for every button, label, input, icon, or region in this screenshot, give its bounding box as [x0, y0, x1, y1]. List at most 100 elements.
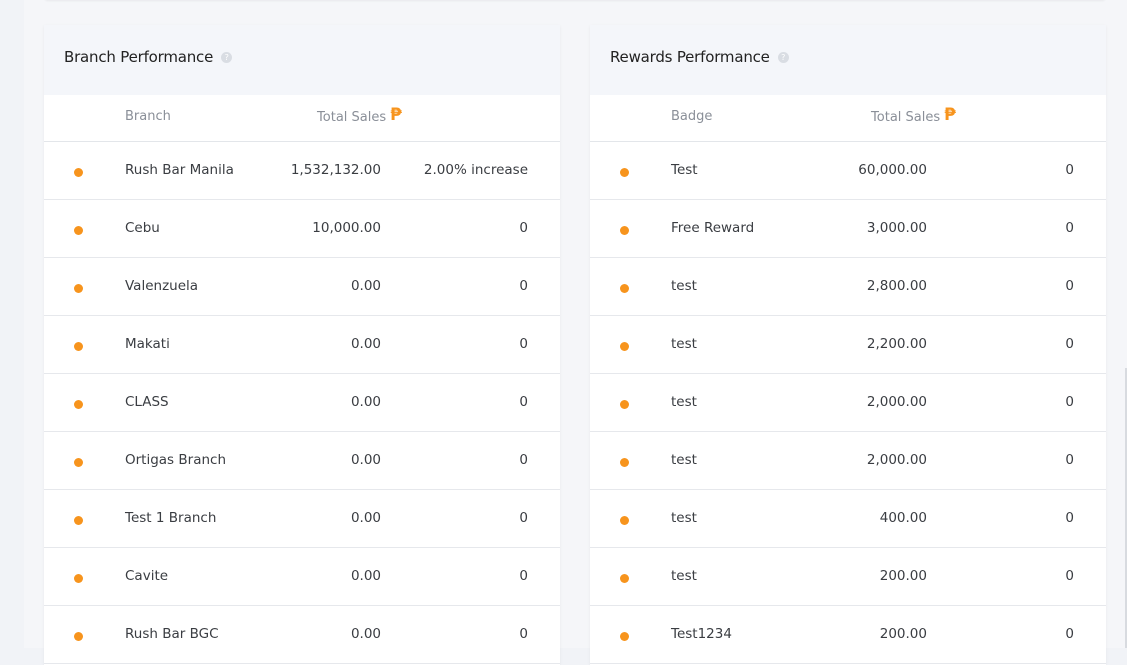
- row-name: Valenzuela: [125, 278, 199, 294]
- branch-performance-panel: Branch Performance? Branch Total Sales ₱ …: [44, 25, 560, 665]
- row-total-sales: 1,532,132.00: [290, 162, 381, 178]
- table-row[interactable]: test 2,000.00 0: [590, 432, 1106, 490]
- table-row[interactable]: Rush Bar BGC 0.00 0: [44, 606, 560, 664]
- row-change: 0: [1065, 452, 1074, 468]
- table-row[interactable]: CLASS 0.00 0: [44, 374, 560, 432]
- table-row[interactable]: test 2,000.00 0: [590, 374, 1106, 432]
- peso-icon: ₱: [390, 105, 402, 125]
- row-change: 2.00% increase: [423, 162, 528, 178]
- row-name: Rush Bar BGC: [125, 626, 219, 642]
- row-name: Cebu: [125, 220, 160, 236]
- status-dot-icon: [74, 632, 83, 641]
- status-dot-icon: [74, 516, 83, 525]
- row-name: Makati: [125, 336, 170, 352]
- row-total-sales: 2,000.00: [866, 394, 927, 410]
- status-dot-icon: [74, 168, 83, 177]
- row-total-sales: 400.00: [879, 510, 927, 526]
- column-header-total-sales-label: Total Sales: [871, 110, 941, 125]
- row-name: Test1234: [671, 626, 732, 642]
- table-row[interactable]: Rush Bar Manila 1,532,132.00 2.00% increas…: [44, 142, 560, 200]
- table-row[interactable]: Test 60,000.00 0: [590, 142, 1106, 200]
- row-name: test: [671, 394, 697, 410]
- row-total-sales: 0.00: [350, 278, 381, 294]
- status-dot-icon: [74, 226, 83, 235]
- column-header-total-sales[interactable]: Total Sales ₱: [871, 107, 956, 126]
- status-dot-icon: [620, 284, 629, 293]
- scrollbar-track[interactable]: [1125, 368, 1127, 648]
- row-name: Cavite: [125, 568, 169, 584]
- panel-title: Branch Performance?: [64, 48, 233, 66]
- panel-header: Branch Performance?: [44, 25, 560, 95]
- row-change: 0: [1065, 394, 1074, 410]
- table-row[interactable]: test 2,200.00 0: [590, 316, 1106, 374]
- row-name: Rush Bar Manila: [125, 162, 234, 178]
- row-total-sales: 0.00: [350, 336, 381, 352]
- row-name: Test 1 Branch: [125, 510, 217, 526]
- column-header-branch[interactable]: Branch: [125, 109, 171, 124]
- status-dot-icon: [74, 342, 83, 351]
- status-dot-icon: [74, 284, 83, 293]
- rewards-performance-panel: Rewards Performance? Badge Total Sales ₱ …: [590, 25, 1106, 665]
- table-row[interactable]: Free Reward 3,000.00 0: [590, 200, 1106, 258]
- table-row[interactable]: Cavite 0.00 0: [44, 548, 560, 606]
- row-change: 0: [1065, 626, 1074, 642]
- status-dot-icon: [74, 574, 83, 583]
- row-change: 0: [519, 626, 528, 642]
- table-row[interactable]: test 200.00 0: [590, 548, 1106, 606]
- table-header: Badge Total Sales ₱: [590, 95, 1106, 142]
- row-name: test: [671, 452, 697, 468]
- row-name: Ortigas Branch: [125, 452, 227, 468]
- panel-header: Rewards Performance?: [590, 25, 1106, 95]
- table-row[interactable]: Makati 0.00 0: [44, 316, 560, 374]
- rewards-table-body: Test 60,000.00 0 Free Reward 3,000.00 0 test 2,…: [590, 142, 1106, 664]
- status-dot-icon: [74, 458, 83, 467]
- table-row[interactable]: test 400.00 0: [590, 490, 1106, 548]
- status-dot-icon: [620, 342, 629, 351]
- row-change: 0: [519, 278, 528, 294]
- branch-table-body: Rush Bar Manila 1,532,132.00 2.00% increas…: [44, 142, 560, 664]
- panel-title: Rewards Performance?: [610, 48, 789, 66]
- row-change: 0: [1065, 278, 1074, 294]
- row-change: 0: [519, 510, 528, 526]
- help-icon[interactable]: ?: [777, 52, 789, 63]
- row-name: Free Reward: [671, 220, 755, 236]
- column-header-badge[interactable]: Badge: [671, 109, 713, 124]
- help-icon[interactable]: ?: [221, 52, 233, 63]
- row-total-sales: 0.00: [350, 510, 381, 526]
- row-change: 0: [1065, 568, 1074, 584]
- status-dot-icon: [620, 168, 629, 177]
- column-header-total-sales[interactable]: Total Sales ₱: [317, 105, 402, 126]
- table-row[interactable]: Test 1 Branch 0.00 0: [44, 490, 560, 548]
- table-row[interactable]: Cebu 10,000.00 0: [44, 200, 560, 258]
- row-total-sales: 60,000.00: [858, 162, 927, 178]
- row-change: 0: [519, 568, 528, 584]
- row-name: Test: [671, 162, 698, 178]
- status-dot-icon: [620, 458, 629, 467]
- column-header-total-sales-label: Total Sales: [317, 110, 387, 125]
- row-name: test: [671, 278, 697, 294]
- panel-title-text: Rewards Performance: [610, 48, 770, 66]
- table-row[interactable]: Valenzuela 0.00 0: [44, 258, 560, 316]
- status-dot-icon: [74, 400, 83, 409]
- status-dot-icon: [620, 226, 629, 235]
- row-total-sales: 2,200.00: [866, 336, 927, 352]
- row-change: 0: [1065, 510, 1074, 526]
- row-name: test: [671, 510, 697, 526]
- row-name: CLASS: [125, 394, 169, 410]
- row-name: test: [671, 336, 697, 352]
- row-change: 0: [519, 452, 528, 468]
- row-total-sales: 10,000.00: [312, 220, 381, 236]
- table-row[interactable]: test 2,800.00 0: [590, 258, 1106, 316]
- row-change: 0: [1065, 162, 1074, 178]
- row-total-sales: 0.00: [350, 626, 381, 642]
- row-total-sales: 200.00: [879, 626, 927, 642]
- row-total-sales: 3,000.00: [866, 220, 927, 236]
- table-row[interactable]: Ortigas Branch 0.00 0: [44, 432, 560, 490]
- status-dot-icon: [620, 574, 629, 583]
- row-name: test: [671, 568, 697, 584]
- table-row[interactable]: Test1234 200.00 0: [590, 606, 1106, 664]
- row-change: 0: [1065, 220, 1074, 236]
- status-dot-icon: [620, 632, 629, 641]
- panel-title-text: Branch Performance: [64, 48, 214, 66]
- row-change: 0: [1065, 336, 1074, 352]
